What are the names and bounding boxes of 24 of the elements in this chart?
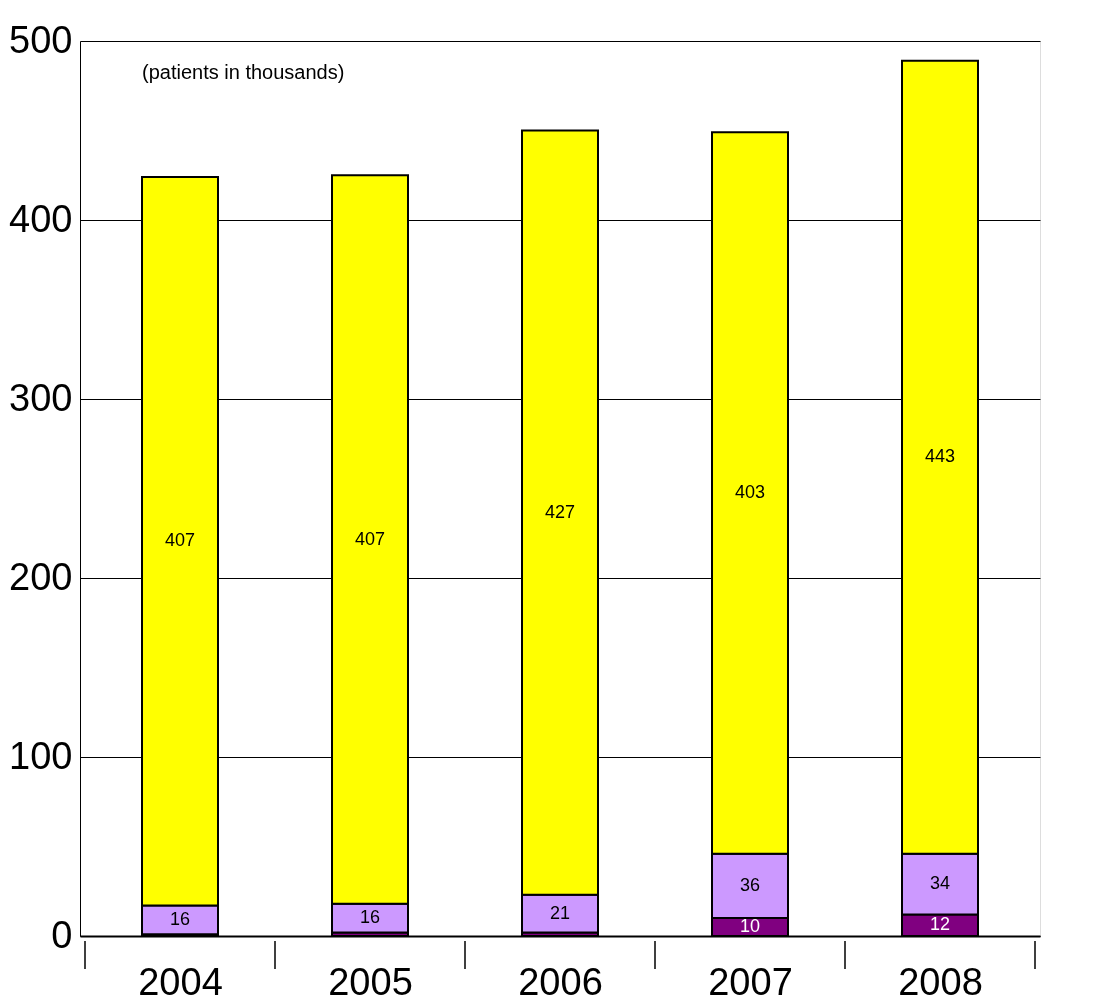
x-tick-label: 2007 [708,960,793,1003]
data-label: 36 [739,874,761,895]
y-tick-label: 200 [9,555,73,598]
data-label: 21 [549,902,571,923]
data-label: 407 [164,530,196,551]
data-label: 16 [359,907,381,928]
data-label: 427 [544,501,576,522]
data-label: 10 [739,916,761,937]
x-tick-label: 2004 [138,960,223,1003]
y-tick-label: 500 [9,18,73,61]
x-tick-label: 2008 [898,960,983,1003]
data-label: 12 [929,914,951,935]
data-label: 403 [734,481,766,502]
data-label: 34 [929,873,951,894]
data-label: 407 [354,528,386,549]
data-label: 16 [169,908,191,929]
x-tick-label: 2005 [328,960,413,1003]
y-tick-label: 300 [9,376,73,419]
x-tick-label: 2006 [518,960,603,1003]
y-tick-label: 0 [51,913,73,956]
y-tick-label: 400 [9,197,73,240]
data-label: 443 [924,446,956,467]
y-tick-label: 100 [9,734,73,777]
annotation: (patients in thousands) [142,61,345,83]
